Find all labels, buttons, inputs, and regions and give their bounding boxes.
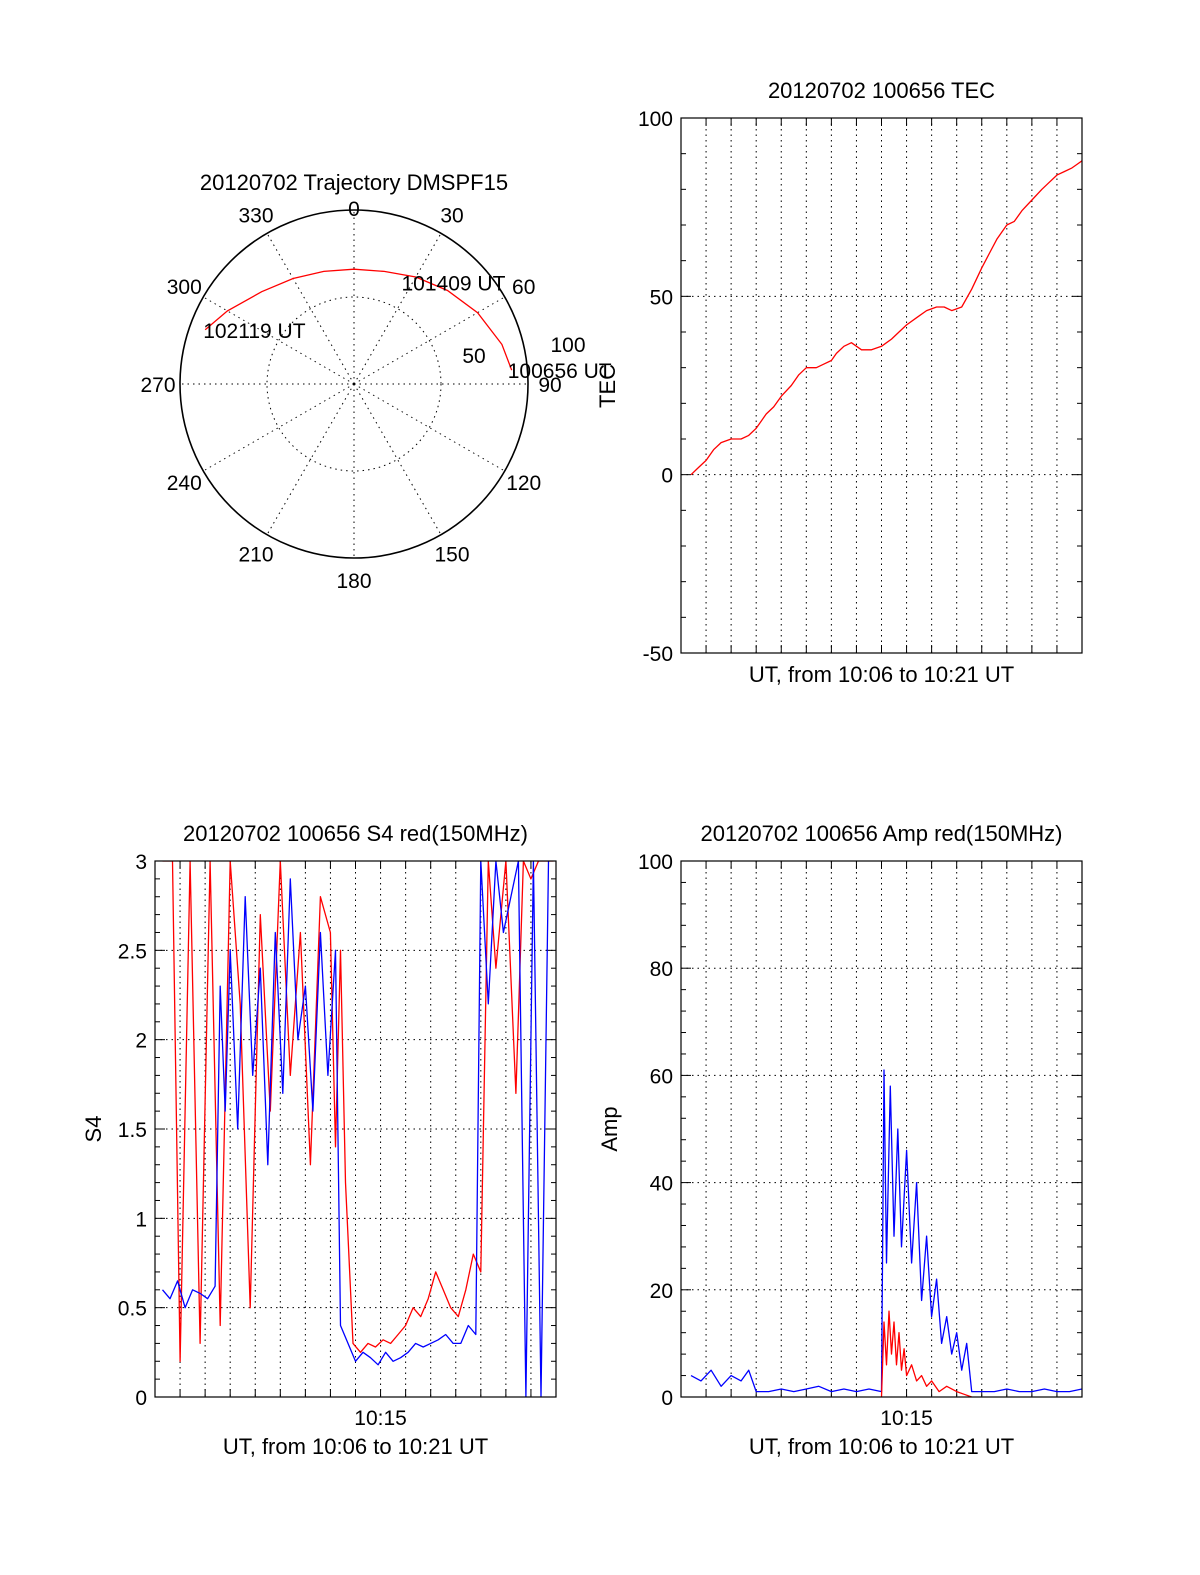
s4-ytick-label: 3 — [135, 851, 147, 874]
trajectory-spoke — [353, 383, 505, 472]
trajectory-angle-label: 120 — [506, 472, 541, 495]
s4-ylabel: S4 — [81, 1116, 106, 1143]
tec-plot-frame — [680, 117, 1083, 654]
tec-ylabel: TEC — [595, 364, 620, 408]
trajectory-ring — [266, 296, 442, 472]
trajectory-angle-label: 0 — [348, 198, 360, 221]
trajectory-angle-label: 240 — [167, 472, 202, 495]
trajectory-angle-label: 210 — [238, 544, 273, 567]
s4-xtick-label: 10:15 — [354, 1407, 407, 1430]
trajectory-angle-label: 30 — [440, 204, 463, 227]
trajectory-time-label: 100656 UT — [508, 360, 612, 383]
s4-ytick-label: 1 — [135, 1208, 147, 1231]
tec-ytick-label: 100 — [638, 108, 673, 131]
s4-series-1-line — [162, 861, 550, 1397]
trajectory-angle-label: 150 — [434, 544, 469, 567]
amp-ytick-label: 20 — [650, 1280, 673, 1303]
s4-ytick-label: 0.5 — [118, 1298, 147, 1321]
trajectory-spoke — [266, 383, 355, 535]
amp-series-1-line — [880, 1310, 972, 1397]
trajectory-panel: 0 30 60 90 120 150 180 210 240 270 300 330 50 100 1021… — [140, 170, 611, 593]
amp-ylabel: Amp — [597, 1106, 622, 1151]
tec-ytick-label: 50 — [650, 286, 673, 309]
amp-ytick-label: 100 — [638, 851, 673, 874]
tec-title: 20120702 100656 TEC — [768, 78, 995, 103]
amp-ytick-label: 60 — [650, 1065, 673, 1088]
amp-panel: 0 20 40 60 80 100 10:15 20120702 100656 Amp red… — [597, 821, 1083, 1459]
trajectory-spoke — [203, 383, 355, 472]
amp-ytick-label: 40 — [650, 1173, 673, 1196]
trajectory-angle-label: 300 — [167, 276, 202, 299]
trajectory-time-label: 102119 UT — [203, 320, 306, 343]
trajectory-outer-circle — [179, 209, 529, 559]
trajectory-title: 20120702 Trajectory DMSPF15 — [200, 170, 508, 195]
trajectory-angle-label: 60 — [512, 276, 535, 299]
trajectory-spoke — [353, 296, 505, 385]
s4-title: 20120702 100656 S4 red(150MHz) — [183, 821, 528, 846]
trajectory-angle-label: 90 — [538, 374, 561, 397]
trajectory-spoke — [203, 296, 355, 385]
s4-xlabel: UT, from 10:06 to 10:21 UT — [223, 1434, 488, 1459]
amp-ytick-label: 0 — [661, 1387, 673, 1410]
trajectory-spoke — [266, 233, 355, 385]
s4-ytick-label: 0 — [135, 1387, 147, 1410]
amp-plot-frame — [680, 860, 1083, 1398]
tec-series-0-line — [690, 160, 1082, 476]
trajectory-spoke — [353, 383, 442, 535]
s4-ytick-label: 2.5 — [118, 940, 147, 963]
s4-ytick-label: 1.5 — [118, 1119, 147, 1142]
tec-xlabel: UT, from 10:06 to 10:21 UT — [749, 662, 1014, 687]
trajectory-angle-label: 330 — [238, 204, 273, 227]
trajectory-radius-label: 100 — [550, 334, 585, 357]
tec-ytick-label: -50 — [643, 643, 673, 666]
tec-panel: -50 0 50 100 20120702 100656 TEC UT, from 10:… — [595, 78, 1083, 687]
amp-series-0-line — [690, 1069, 1082, 1393]
trajectory-radius-label: 50 — [462, 345, 485, 368]
trajectory-time-label: 101409 UT — [402, 272, 506, 295]
s4-plot-frame — [154, 860, 557, 1398]
amp-title: 20120702 100656 Amp red(150MHz) — [700, 821, 1062, 846]
trajectory-angle-label: 270 — [140, 374, 175, 397]
s4-ytick-label: 2 — [135, 1030, 147, 1053]
amp-ytick-label: 80 — [650, 958, 673, 981]
tec-ytick-label: 0 — [661, 465, 673, 488]
trajectory-spoke — [353, 233, 442, 385]
amp-xlabel: UT, from 10:06 to 10:21 UT — [749, 1434, 1014, 1459]
s4-series-0-line — [162, 861, 554, 1362]
trajectory-angle-label: 180 — [336, 570, 371, 593]
amp-xtick-label: 10:15 — [880, 1407, 933, 1430]
trajectory-track-line — [204, 268, 513, 371]
s4-panel: 0 0.5 1 1.5 2 2.5 3 10:15 20120702 100656 S4 red… — [81, 821, 557, 1459]
